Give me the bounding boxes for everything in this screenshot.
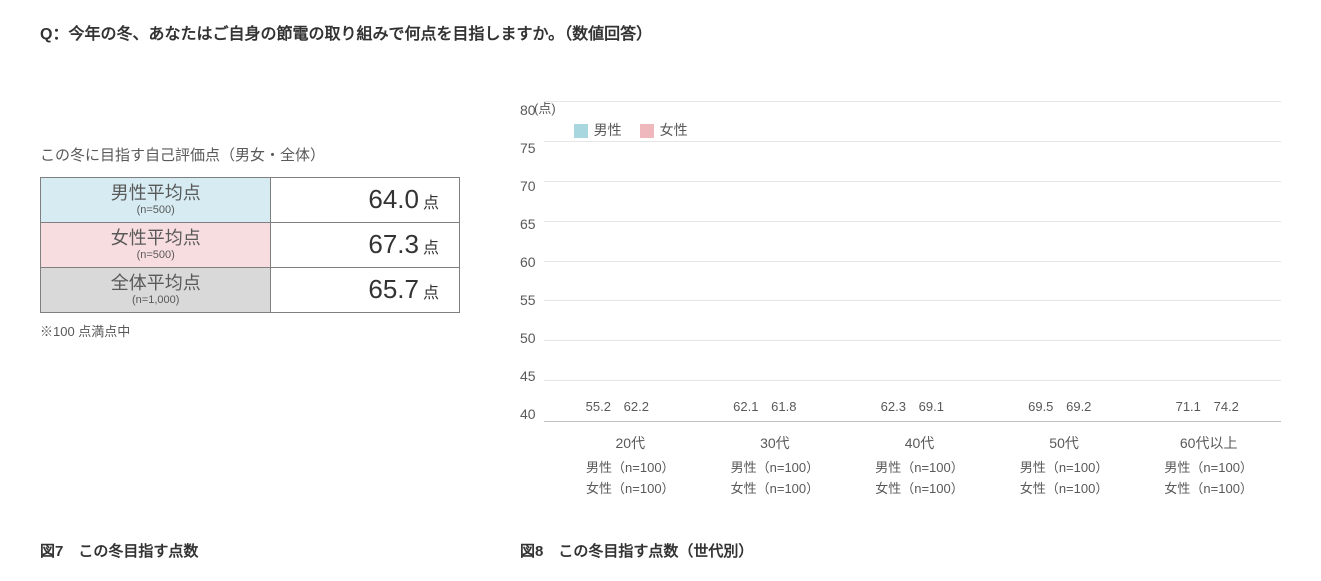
x-tick-group: 20代男性（n=100）女性（n=100）: [575, 432, 685, 500]
y-tick-label: 45: [520, 368, 536, 384]
label-sub: (n=1,000): [55, 294, 256, 306]
x-sublabel-male: 男性（n=100）: [575, 458, 685, 479]
x-sublabel-female: 女性（n=100）: [720, 479, 830, 500]
value-number: 64.0: [368, 184, 419, 214]
label-female: 女性平均点 (n=500): [41, 222, 271, 267]
value-number: 65.7: [368, 274, 419, 304]
table-title: この冬に目指す自己評価点（男女・全体）: [40, 144, 460, 165]
bar-value-label: 62.2: [624, 399, 649, 414]
y-tick-label: 55: [520, 292, 536, 308]
content-row: この冬に目指す自己評価点（男女・全体） 男性平均点 (n=500) 64.0点 …: [40, 84, 1281, 500]
gridline: [544, 261, 1281, 262]
gridline: [544, 380, 1281, 381]
x-tick-group: 50代男性（n=100）女性（n=100）: [1009, 432, 1119, 500]
gridline: [544, 300, 1281, 301]
table-note: ※100 点満点中: [40, 321, 460, 340]
x-sublabel-male: 男性（n=100）: [720, 458, 830, 479]
x-tick-group: 30代男性（n=100）女性（n=100）: [720, 432, 830, 500]
label-total: 全体平均点 (n=1,000): [41, 267, 271, 312]
gridline: [544, 181, 1281, 182]
caption-fig7: 図7 この冬目指す点数: [40, 540, 460, 561]
x-tick-group: 40代男性（n=100）女性（n=100）: [864, 432, 974, 500]
table-row-male: 男性平均点 (n=500) 64.0点: [41, 178, 460, 223]
label-sub: (n=500): [55, 204, 256, 216]
bar-value-label: 69.1: [919, 399, 944, 414]
label-sub: (n=500): [55, 249, 256, 261]
bar-value-label: 71.1: [1176, 399, 1201, 414]
x-category-label: 20代: [575, 432, 685, 454]
table-row-female: 女性平均点 (n=500) 67.3点: [41, 222, 460, 267]
gridline: [544, 340, 1281, 341]
chart-inner: 807570656055504540 男性 女性 55.262.262.161.…: [520, 102, 1281, 422]
gridline: [544, 101, 1281, 102]
x-tick-group: 60代以上男性（n=100）女性（n=100）: [1154, 432, 1264, 500]
table-row-total: 全体平均点 (n=1,000) 65.7点: [41, 267, 460, 312]
bar-value-label: 61.8: [771, 399, 796, 414]
x-sublabel-male: 男性（n=100）: [1154, 458, 1264, 479]
bar-value-label: 55.2: [586, 399, 611, 414]
y-tick-label: 50: [520, 330, 536, 346]
x-category-label: 40代: [864, 432, 974, 454]
x-sublabel-female: 女性（n=100）: [864, 479, 974, 500]
captions-row: 図7 この冬目指す点数 図8 この冬目指す点数（世代別）: [40, 540, 1281, 561]
label-text: 全体平均点: [111, 273, 201, 293]
x-sublabel-female: 女性（n=100）: [1009, 479, 1119, 500]
label-text: 女性平均点: [111, 228, 201, 248]
question-title: Q：今年の冬、あなたはご自身の節電の取り組みで何点を目指しますか。（数値回答）: [40, 20, 1281, 44]
y-tick-label: 40: [520, 406, 536, 422]
x-category-label: 60代以上: [1154, 432, 1264, 454]
y-tick-label: 65: [520, 216, 536, 232]
y-tick-label: 60: [520, 254, 536, 270]
left-panel: この冬に目指す自己評価点（男女・全体） 男性平均点 (n=500) 64.0点 …: [40, 84, 460, 340]
y-tick-label: 75: [520, 140, 536, 156]
bar-value-label: 69.2: [1066, 399, 1091, 414]
value-total: 65.7点: [271, 267, 460, 312]
bar-value-label: 74.2: [1214, 399, 1239, 414]
value-unit: 点: [423, 195, 439, 212]
value-unit: 点: [423, 240, 439, 257]
x-sublabel-female: 女性（n=100）: [1154, 479, 1264, 500]
gridline: [544, 141, 1281, 142]
plot-area: 男性 女性 55.262.262.161.862.369.169.569.271…: [544, 102, 1281, 422]
value-number: 67.3: [368, 229, 419, 259]
y-tick-label: 70: [520, 178, 536, 194]
label-text: 男性平均点: [111, 183, 201, 203]
x-category-label: 50代: [1009, 432, 1119, 454]
x-category-label: 30代: [720, 432, 830, 454]
x-axis: 20代男性（n=100）女性（n=100）30代男性（n=100）女性（n=10…: [558, 432, 1281, 500]
y-axis: 807570656055504540: [520, 102, 544, 422]
chart: (点) 807570656055504540 男性 女性 55.262.262.…: [520, 102, 1281, 500]
x-sublabel-male: 男性（n=100）: [864, 458, 974, 479]
x-sublabel-male: 男性（n=100）: [1009, 458, 1119, 479]
right-panel: (点) 807570656055504540 男性 女性 55.262.262.…: [520, 84, 1281, 500]
score-table: 男性平均点 (n=500) 64.0点 女性平均点 (n=500) 67.3点: [40, 177, 460, 313]
bar-value-label: 62.3: [881, 399, 906, 414]
bar-groups: 55.2 62.2 62.1 61.8 62.3 69.1 69.5 69.2 71.1 74.2: [544, 102, 1281, 421]
label-male: 男性平均点 (n=500): [41, 178, 271, 223]
bar-value-label: 69.5: [1028, 399, 1053, 414]
gridline: [544, 221, 1281, 222]
value-female: 67.3点: [271, 222, 460, 267]
value-unit: 点: [423, 285, 439, 302]
x-sublabel-female: 女性（n=100）: [575, 479, 685, 500]
bar-value-label: 62.1: [733, 399, 758, 414]
value-male: 64.0点: [271, 178, 460, 223]
caption-fig8: 図8 この冬目指す点数（世代別）: [520, 540, 1281, 561]
